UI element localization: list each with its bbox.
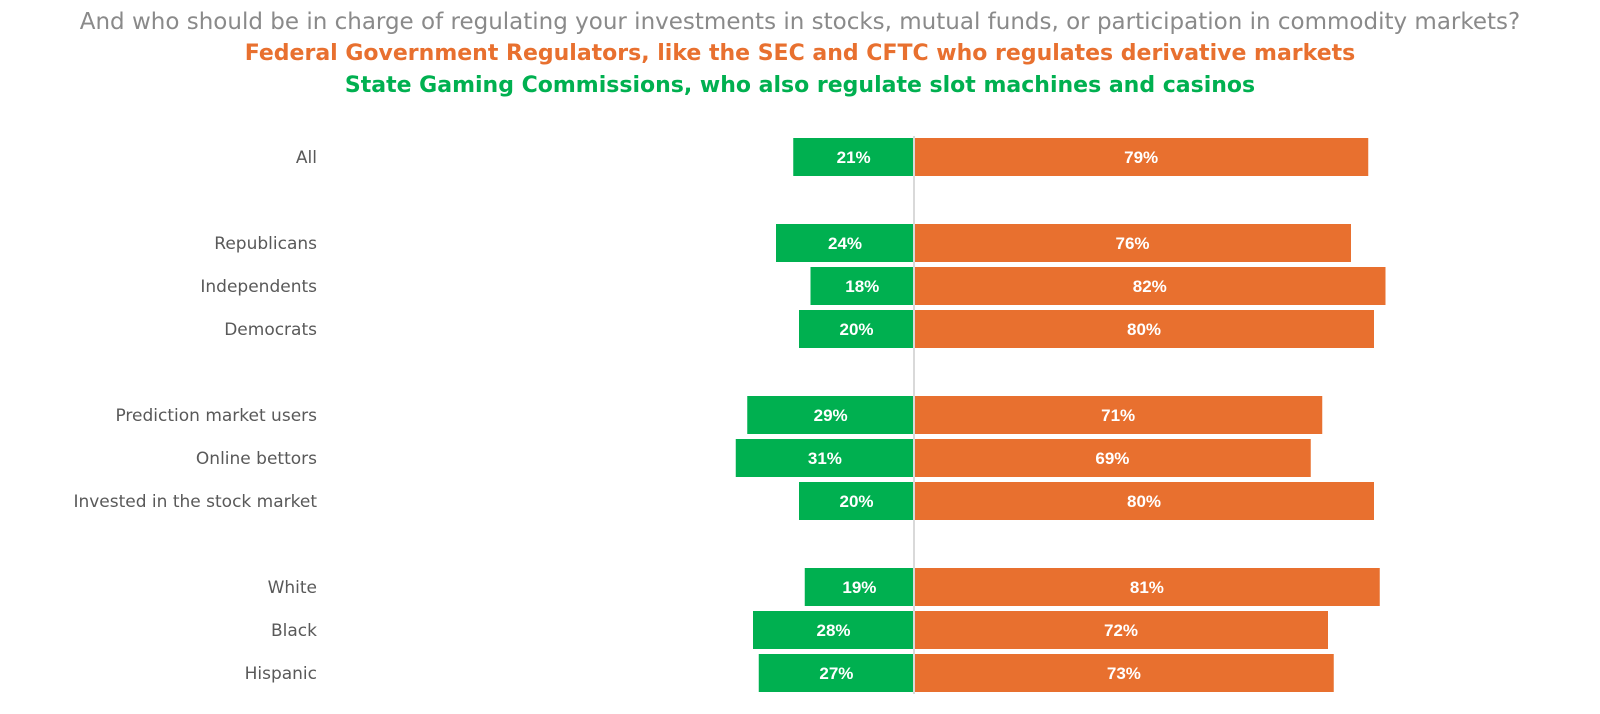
category-label-invested-in-the-stock-market: Invested in the stock market — [73, 492, 317, 512]
bar-label-state-black: 28% — [816, 621, 850, 640]
bar-label-state-white: 19% — [842, 578, 876, 597]
bar-state-black — [753, 611, 914, 649]
bar-federal-invested-in-the-stock-market — [914, 482, 1374, 520]
bar-federal-independents — [914, 267, 1386, 305]
bar-label-federal-invested-in-the-stock-market: 80% — [1127, 492, 1161, 511]
bar-state-republicans — [776, 224, 914, 262]
bar-label-federal-prediction-market-users: 71% — [1101, 406, 1135, 425]
category-label-independents: Independents — [200, 277, 317, 297]
bar-label-state-prediction-market-users: 29% — [814, 406, 848, 425]
category-label-all: All — [296, 148, 317, 168]
bar-label-state-online-bettors: 31% — [808, 449, 842, 468]
legend-state: State Gaming Commissions, who also regul… — [344, 73, 1256, 98]
bar-label-federal-online-bettors: 69% — [1095, 449, 1129, 468]
bar-label-federal-republicans: 76% — [1115, 234, 1149, 253]
bar-state-hispanic — [758, 654, 914, 692]
bar-state-independents — [810, 267, 914, 305]
chart-header: And who should be in charge of regulatin… — [0, 6, 1600, 102]
bar-state-white — [804, 568, 914, 606]
category-label-republicans: Republicans — [214, 234, 317, 254]
category-label-black: Black — [271, 621, 317, 641]
bar-label-federal-all: 79% — [1124, 148, 1158, 167]
bar-label-federal-democrats: 80% — [1127, 320, 1161, 339]
bar-state-online-bettors — [735, 439, 914, 477]
bar-label-federal-black: 72% — [1104, 621, 1138, 640]
bar-label-state-hispanic: 27% — [819, 664, 853, 683]
bar-label-state-invested-in-the-stock-market: 20% — [839, 492, 873, 511]
bar-label-state-all: 21% — [837, 148, 871, 167]
bar-label-state-republicans: 24% — [828, 234, 862, 253]
bar-label-state-democrats: 20% — [839, 320, 873, 339]
bar-label-federal-independents: 82% — [1133, 277, 1167, 296]
bar-federal-hispanic — [914, 654, 1334, 692]
bar-state-prediction-market-users — [747, 396, 914, 434]
bar-state-democrats — [799, 310, 914, 348]
bar-federal-online-bettors — [914, 439, 1311, 477]
bar-label-federal-white: 81% — [1130, 578, 1164, 597]
bar-label-state-independents: 18% — [845, 277, 879, 296]
legend-federal: Federal Government Regulators, like the … — [244, 41, 1356, 66]
bar-label-federal-hispanic: 73% — [1107, 664, 1141, 683]
bar-state-all — [793, 138, 914, 176]
bar-federal-democrats — [914, 310, 1374, 348]
category-label-hispanic: Hispanic — [245, 664, 317, 684]
bar-state-invested-in-the-stock-market — [799, 482, 914, 520]
category-label-democrats: Democrats — [224, 320, 317, 340]
bar-federal-white — [914, 568, 1380, 606]
bar-federal-black — [914, 611, 1328, 649]
bar-federal-all — [914, 138, 1369, 176]
bar-federal-republicans — [914, 224, 1351, 262]
chart-question: And who should be in charge of regulatin… — [79, 9, 1521, 35]
category-label-white: White — [268, 578, 317, 598]
category-label-prediction-market-users: Prediction market users — [115, 406, 317, 426]
bar-federal-prediction-market-users — [914, 396, 1323, 434]
category-label-online-bettors: Online bettors — [196, 449, 317, 469]
